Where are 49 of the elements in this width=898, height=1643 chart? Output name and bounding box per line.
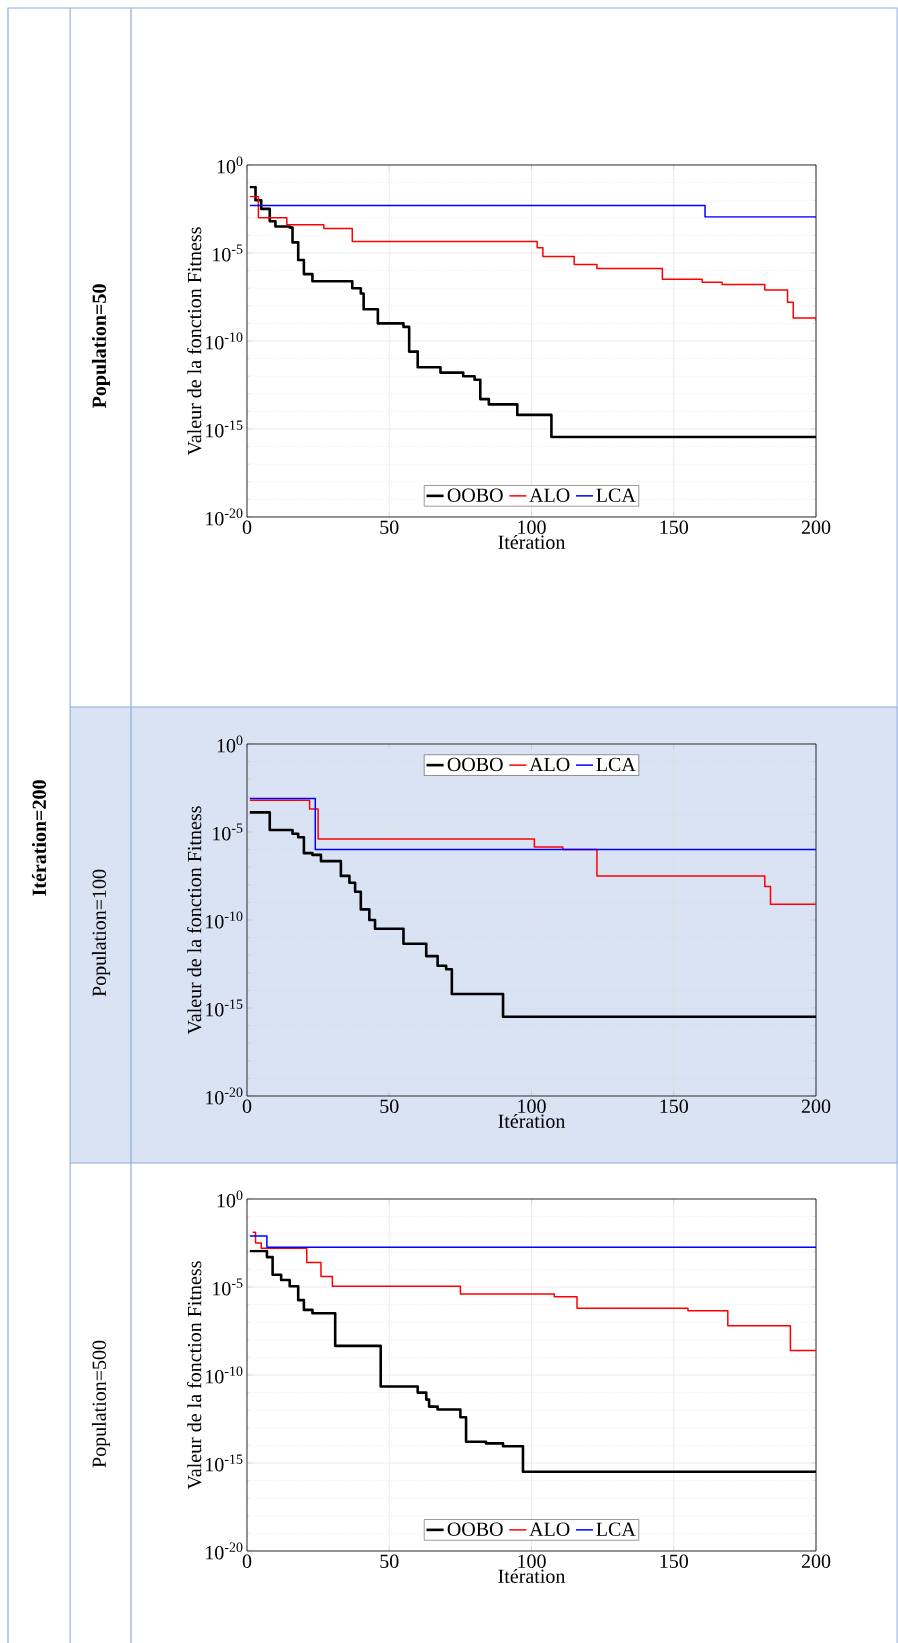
y-tick-label: 10$^{-10}$: [206, 1366, 243, 1384]
x-tick-label: 50: [380, 1099, 399, 1114]
text: Population=50: [91, 284, 111, 409]
y-tick-label: 10$^{-15}$: [206, 999, 243, 1017]
y-tick-label: 10$^{0}$: [217, 1190, 243, 1208]
x-tick-label: 50: [380, 520, 399, 535]
x-tick-label: 100: [518, 520, 546, 535]
x-tick-label: 100: [518, 1099, 546, 1114]
y-tick-label: 10$^{-10}$: [206, 332, 243, 350]
x-tick-label: 100: [518, 1554, 546, 1569]
y-axis-title: Valeur de la fonction Fitness: [187, 227, 202, 456]
x-tick-label: 50: [380, 1554, 399, 1569]
y-tick-label: 10$^{0}$: [217, 735, 243, 753]
x-tick-label: 150: [660, 520, 688, 535]
legend-label: LCA: [596, 488, 636, 502]
legend-label: ALO: [529, 1522, 570, 1536]
legend-label: OOBO: [447, 757, 503, 772]
x-axis-title: Itération: [498, 1113, 566, 1128]
y-tick-label: 10$^{-5}$: [213, 1278, 243, 1296]
legend-label: LCA: [596, 1522, 636, 1536]
legend-label: ALO: [529, 757, 570, 772]
y-tick-label: 10$^{-15}$: [206, 420, 243, 438]
x-tick-label: 200: [801, 520, 831, 535]
x-tick-label: 0: [242, 1099, 252, 1114]
x-tick-label: 200: [801, 1099, 831, 1114]
legend-label: ALO: [529, 488, 570, 502]
legend-label: OOBO: [447, 1522, 503, 1536]
y-tick-label: 10$^{0}$: [217, 156, 243, 174]
x-tick-label: 150: [660, 1554, 688, 1569]
text: Population=100: [91, 869, 111, 997]
y-tick-label: 10$^{-20}$: [206, 1542, 243, 1560]
x-tick-label: 0: [242, 1554, 252, 1569]
y-tick-label: 10$^{-5}$: [213, 244, 243, 262]
y-tick-label: 10$^{-20}$: [206, 508, 243, 526]
y-tick-label: 10$^{-20}$: [206, 1087, 243, 1105]
x-tick-label: 200: [801, 1554, 831, 1569]
x-tick-label: 150: [660, 1099, 688, 1114]
x-tick-label: 0: [242, 520, 252, 535]
text: Population=500: [91, 1340, 111, 1468]
y-tick-label: 10$^{-5}$: [213, 823, 243, 841]
y-axis-title: Valeur de la fonction Fitness: [187, 1261, 202, 1490]
y-tick-label: 10$^{-15}$: [206, 1454, 243, 1472]
y-axis-title: Valeur de la fonction Fitness: [187, 806, 202, 1035]
text: Itération=200: [31, 780, 47, 896]
x-axis-title: Itération: [498, 1568, 566, 1583]
legend-label: OOBO: [447, 488, 503, 502]
x-axis-title: Itération: [498, 534, 566, 549]
y-tick-label: 10$^{-10}$: [206, 911, 243, 929]
legend-label: LCA: [596, 757, 636, 772]
